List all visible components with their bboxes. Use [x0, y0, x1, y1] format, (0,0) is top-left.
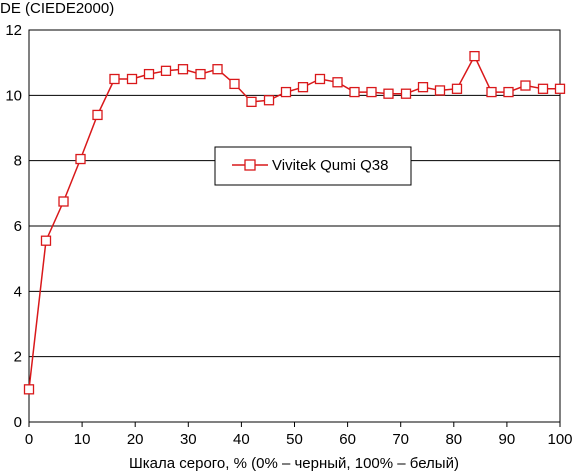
series-0-line	[28, 55, 560, 390]
y-tick-label-10: 10	[5, 87, 22, 104]
x-tick-label-80: 80	[445, 431, 462, 448]
data-point	[195, 68, 206, 80]
x-tick-label-90: 90	[499, 431, 516, 448]
legend-label: Vivitek Qumi Q38	[272, 157, 388, 174]
data-point	[332, 77, 343, 88]
legend-marker-sample	[244, 159, 256, 171]
data-point	[520, 80, 531, 91]
y-tick-label-2: 2	[14, 349, 22, 366]
y-tick-label-8: 8	[14, 153, 22, 170]
x-tick-label-0: 0	[25, 431, 33, 448]
data-point	[366, 86, 377, 98]
data-point	[434, 85, 446, 96]
data-point	[554, 83, 566, 94]
data-point	[212, 64, 223, 75]
data-point	[229, 78, 240, 90]
data-point	[75, 153, 86, 165]
y-tick-label-6: 6	[14, 218, 22, 235]
y-tick-label-0: 0	[14, 414, 22, 431]
axes	[28, 29, 561, 427]
data-point	[503, 86, 514, 98]
data-point	[126, 73, 138, 85]
x-tick-label-50: 50	[286, 431, 303, 448]
y-tick-label-12: 12	[5, 22, 22, 39]
y-axis-title: DE (CIEDE2000)	[0, 0, 114, 17]
data-point	[314, 73, 326, 85]
y-tick-labels: 0 2 4 6 8 10 12	[5, 22, 22, 431]
data-markers	[23, 50, 566, 395]
data-point	[486, 86, 497, 98]
data-point	[537, 83, 549, 94]
x-tick-labels: 0 10 20 30 40 50 60 70 80 90 100	[25, 431, 573, 448]
data-point	[177, 64, 189, 75]
data-point	[23, 384, 35, 395]
data-point	[400, 88, 412, 99]
legend: Vivitek Qumi Q38	[214, 146, 412, 186]
data-point	[92, 109, 103, 121]
data-point	[349, 86, 360, 98]
data-point	[40, 235, 52, 246]
data-point	[58, 196, 69, 207]
data-point	[297, 82, 309, 93]
data-point	[263, 95, 275, 106]
x-tick-label-40: 40	[233, 431, 250, 448]
data-point	[417, 82, 429, 93]
data-point	[246, 96, 257, 108]
x-tick-label-20: 20	[127, 431, 144, 448]
data-point	[469, 50, 480, 62]
data-point	[160, 65, 172, 76]
x-tick-label-30: 30	[180, 431, 197, 448]
series-line	[28, 55, 560, 390]
x-axis-title: Шкала серого, % (0% – черный, 100% – бел…	[129, 455, 459, 472]
data-point	[143, 68, 155, 80]
x-tick-label-10: 10	[74, 431, 91, 448]
data-point	[109, 73, 120, 85]
data-point	[451, 83, 463, 94]
y-tick-label-4: 4	[14, 283, 22, 300]
x-tick-label-70: 70	[392, 431, 409, 448]
x-tick-label-60: 60	[339, 431, 356, 448]
grid-lines	[29, 29, 560, 358]
data-point	[280, 86, 292, 98]
data-point	[383, 88, 394, 99]
x-tick-label-100: 100	[547, 431, 572, 448]
